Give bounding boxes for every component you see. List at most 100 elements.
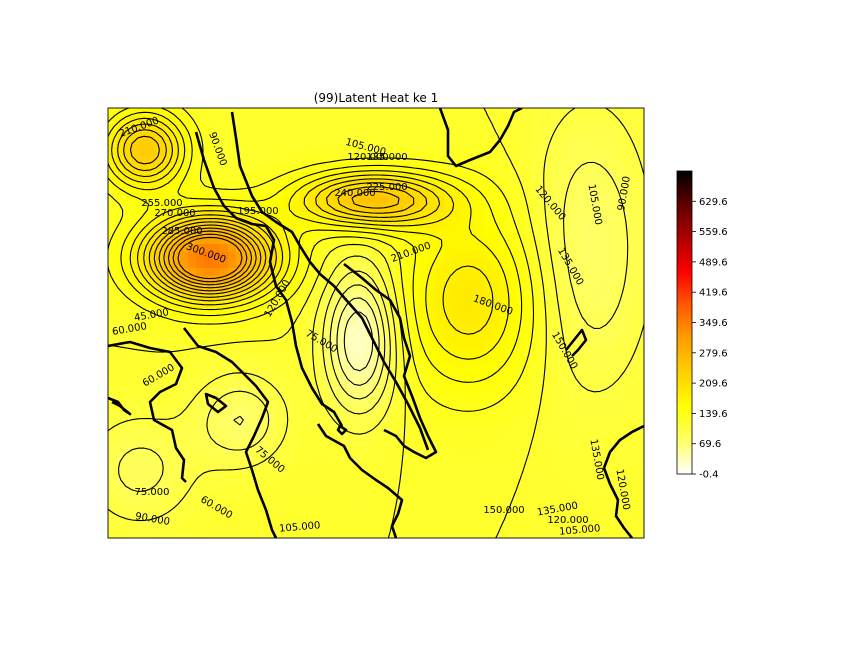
heat-cell <box>188 252 197 261</box>
heat-cell <box>476 172 485 181</box>
heat-cell <box>572 116 581 125</box>
heat-cell <box>292 220 301 229</box>
heat-cell <box>268 132 277 141</box>
heat-cell <box>212 316 221 325</box>
heat-cell <box>340 244 349 253</box>
heat-cell <box>124 156 133 165</box>
heat-cell <box>380 228 389 237</box>
heat-cell <box>132 476 141 485</box>
heat-cell <box>380 500 389 509</box>
heat-cell <box>500 172 509 181</box>
heat-cell <box>356 484 365 493</box>
heat-cell <box>356 236 365 245</box>
heat-cell <box>412 116 421 125</box>
heat-cell <box>588 364 597 373</box>
heat-cell <box>420 420 429 429</box>
heat-cell <box>516 492 525 501</box>
heat-cell <box>388 396 397 405</box>
heat-cell <box>476 356 485 365</box>
heat-cell <box>196 388 205 397</box>
heat-cell <box>372 372 381 381</box>
heat-cell <box>492 388 501 397</box>
heat-cell <box>452 324 461 333</box>
heat-cell <box>452 268 461 277</box>
heat-cell <box>276 252 285 261</box>
heat-cell <box>180 204 189 213</box>
heat-cell <box>132 356 141 365</box>
heat-cell <box>540 388 549 397</box>
heat-cell <box>596 348 605 357</box>
heat-cell <box>108 460 117 469</box>
heat-cell <box>500 380 509 389</box>
heat-cell <box>148 524 157 533</box>
heat-cell <box>220 156 229 165</box>
heat-cell <box>364 484 373 493</box>
heat-cell <box>524 532 533 538</box>
heat-cell <box>476 268 485 277</box>
heat-cell <box>308 500 317 509</box>
heat-cell <box>252 108 261 117</box>
heat-cell <box>596 284 605 293</box>
heat-cell <box>460 436 469 445</box>
heat-cell <box>180 444 189 453</box>
heat-cell <box>132 532 141 538</box>
heat-cell <box>620 188 629 197</box>
heat-cell <box>452 108 461 117</box>
heat-cell <box>532 260 541 269</box>
heat-cell <box>364 396 373 405</box>
colorbar-tick-label: 279.6 <box>699 348 728 359</box>
heat-cell <box>580 420 589 429</box>
heat-cell <box>604 356 613 365</box>
heat-cell <box>268 204 277 213</box>
heat-cell <box>596 420 605 429</box>
heat-cell <box>316 220 325 229</box>
heat-cell <box>492 164 501 173</box>
heat-cell <box>508 316 517 325</box>
heat-cell <box>212 364 221 373</box>
heat-cell <box>396 348 405 357</box>
heat-cell <box>140 436 149 445</box>
heat-cell <box>300 476 309 485</box>
heat-cell <box>188 332 197 341</box>
heat-cell <box>228 132 237 141</box>
heat-cell <box>364 532 373 538</box>
heat-cell <box>396 396 405 405</box>
heat-cell <box>612 172 621 181</box>
heat-cell <box>468 236 477 245</box>
heat-cell <box>188 452 197 461</box>
heat-cell <box>252 292 261 301</box>
heat-cell <box>300 492 309 501</box>
heat-cell <box>156 476 165 485</box>
heat-cell <box>164 316 173 325</box>
heat-cell <box>636 380 644 389</box>
heat-cell <box>364 308 373 317</box>
heat-cell <box>212 436 221 445</box>
heat-cell <box>460 252 469 261</box>
heat-cell <box>164 204 173 213</box>
heat-cell <box>556 268 565 277</box>
heat-cell <box>532 404 541 413</box>
heat-cell <box>564 388 573 397</box>
heat-cell <box>276 332 285 341</box>
heat-cell <box>356 300 365 309</box>
heat-cell <box>548 140 557 149</box>
heat-cell <box>476 164 485 173</box>
heat-cell <box>364 236 373 245</box>
heat-cell <box>436 380 445 389</box>
heat-cell <box>588 372 597 381</box>
heat-cell <box>556 204 565 213</box>
heat-cell <box>588 412 597 421</box>
heat-cell <box>388 484 397 493</box>
heat-cell <box>148 324 157 333</box>
heat-cell <box>156 252 165 261</box>
heat-cell <box>468 252 477 261</box>
heat-cell <box>564 196 573 205</box>
contour-label: 225.000 <box>366 182 407 193</box>
heat-cell <box>484 180 493 189</box>
heat-cell <box>356 388 365 397</box>
heat-cell <box>588 252 597 261</box>
heat-cell <box>124 404 133 413</box>
heat-cell <box>372 220 381 229</box>
heat-cell <box>164 468 173 477</box>
heat-cell <box>340 372 349 381</box>
